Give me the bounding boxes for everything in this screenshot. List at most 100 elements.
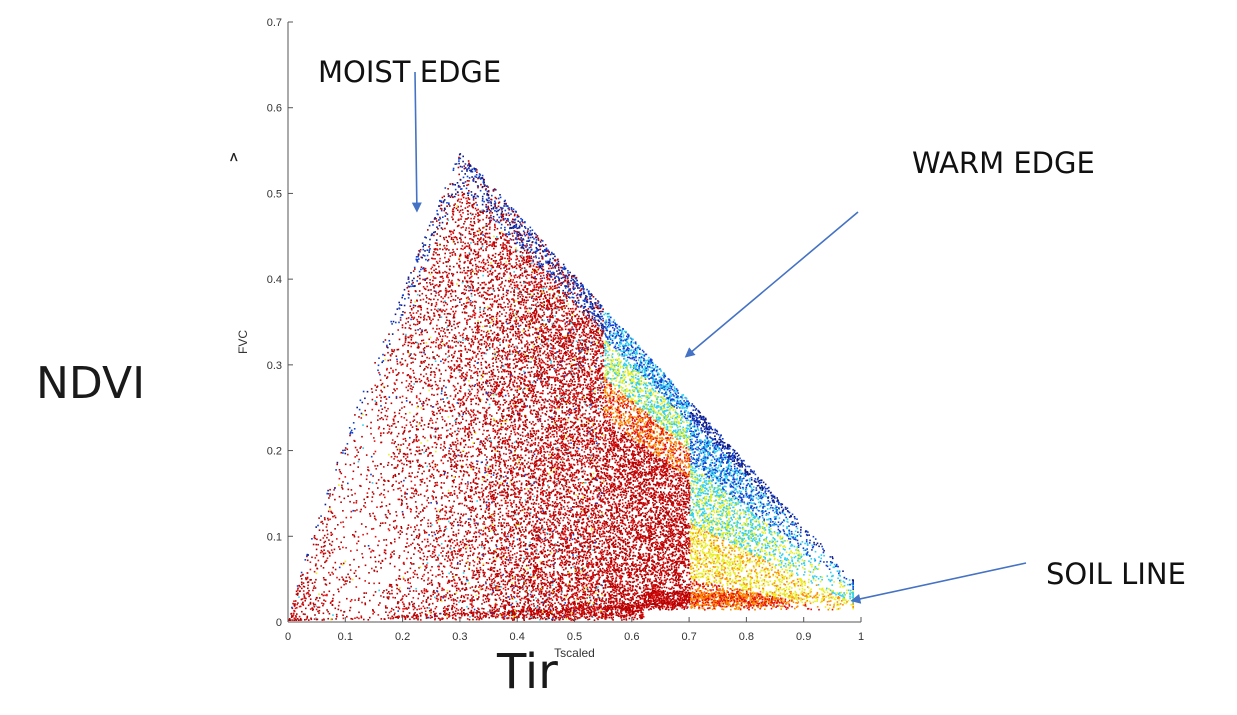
scatter-point xyxy=(383,484,385,486)
scatter-point xyxy=(498,508,500,510)
scatter-point xyxy=(425,462,427,464)
scatter-point xyxy=(669,598,671,600)
scatter-point xyxy=(420,511,422,513)
scatter-point xyxy=(577,432,579,434)
scatter-point xyxy=(587,446,589,448)
scatter-point xyxy=(391,351,393,353)
scatter-point xyxy=(739,583,741,585)
scatter-point xyxy=(466,547,468,549)
scatter-point xyxy=(578,410,580,412)
scatter-point xyxy=(444,447,446,449)
scatter-point xyxy=(735,598,737,600)
scatter-point xyxy=(447,496,449,498)
scatter-point xyxy=(544,249,546,251)
scatter-point xyxy=(504,330,506,332)
scatter-point xyxy=(621,568,623,570)
scatter-point xyxy=(642,354,644,356)
scatter-point xyxy=(511,562,513,564)
scatter-point xyxy=(469,428,471,430)
scatter-point xyxy=(759,538,761,540)
scatter-point xyxy=(407,321,409,323)
scatter-point xyxy=(509,367,511,369)
scatter-point xyxy=(588,466,590,468)
scatter-point xyxy=(743,483,745,485)
scatter-point xyxy=(619,601,621,603)
scatter-point xyxy=(360,400,362,402)
scatter-point xyxy=(587,577,589,579)
scatter-point xyxy=(337,524,339,526)
scatter-point xyxy=(528,255,530,257)
scatter-point xyxy=(647,585,649,587)
scatter-point xyxy=(329,489,331,491)
scatter-point xyxy=(408,582,410,584)
scatter-point xyxy=(419,365,421,367)
scatter-point xyxy=(487,275,489,277)
scatter-point xyxy=(666,394,668,396)
scatter-point xyxy=(520,510,522,512)
scatter-point xyxy=(465,594,467,596)
scatter-point xyxy=(452,615,454,617)
scatter-point xyxy=(720,511,722,513)
scatter-point xyxy=(495,489,497,491)
scatter-point xyxy=(527,349,529,351)
scatter-point xyxy=(618,326,620,328)
scatter-point xyxy=(469,364,471,366)
scatter-point xyxy=(692,467,694,469)
scatter-point xyxy=(750,545,752,547)
scatter-point xyxy=(567,313,569,315)
scatter-point xyxy=(535,479,537,481)
scatter-point xyxy=(399,447,401,449)
scatter-point xyxy=(482,394,484,396)
scatter-point xyxy=(648,544,650,546)
scatter-point xyxy=(620,433,622,435)
scatter-point xyxy=(410,302,412,304)
scatter-point xyxy=(567,527,569,529)
scatter-point xyxy=(554,348,556,350)
scatter-point xyxy=(486,459,488,461)
scatter-point xyxy=(389,563,391,565)
scatter-point xyxy=(372,613,374,615)
scatter-point xyxy=(421,602,423,604)
scatter-point xyxy=(451,539,453,541)
scatter-point xyxy=(396,397,398,399)
scatter-point xyxy=(342,510,344,512)
scatter-point xyxy=(657,386,659,388)
scatter-point xyxy=(676,419,678,421)
scatter-point xyxy=(531,274,533,276)
scatter-point xyxy=(527,568,529,570)
scatter-point xyxy=(513,414,515,416)
scatter-point xyxy=(388,617,390,619)
scatter-point xyxy=(679,467,681,469)
scatter-point xyxy=(761,584,763,586)
scatter-point xyxy=(634,359,636,361)
scatter-point xyxy=(578,541,580,543)
scatter-point xyxy=(456,208,458,210)
scatter-point xyxy=(585,327,587,329)
scatter-point xyxy=(681,509,683,511)
scatter-point xyxy=(411,389,413,391)
scatter-point xyxy=(408,281,410,283)
scatter-point xyxy=(452,486,454,488)
scatter-point xyxy=(387,491,389,493)
scatter-point xyxy=(738,554,740,556)
scatter-point xyxy=(545,575,547,577)
scatter-point xyxy=(571,311,573,313)
scatter-point xyxy=(338,546,340,548)
scatter-point xyxy=(393,420,395,422)
scatter-point xyxy=(494,295,496,297)
scatter-point xyxy=(372,491,374,493)
scatter-point xyxy=(458,174,460,176)
scatter-point xyxy=(448,416,450,418)
scatter-point xyxy=(572,509,574,511)
scatter-point xyxy=(462,337,464,339)
scatter-point xyxy=(516,556,518,558)
scatter-point xyxy=(498,575,500,577)
scatter-point xyxy=(510,312,512,314)
scatter-point xyxy=(483,309,485,311)
scatter-point xyxy=(420,524,422,526)
scatter-point xyxy=(303,613,305,615)
scatter-point xyxy=(503,294,505,296)
scatter-point xyxy=(470,466,472,468)
scatter-point xyxy=(528,372,530,374)
scatter-point xyxy=(341,587,343,589)
